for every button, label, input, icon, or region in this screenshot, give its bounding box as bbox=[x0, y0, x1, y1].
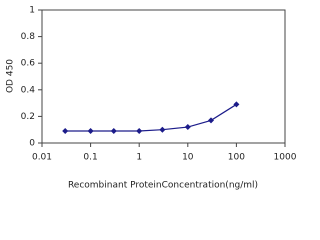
x-tick-label: 100 bbox=[228, 153, 245, 163]
y-tick-label: 0.2 bbox=[21, 112, 35, 122]
y-tick-label: 1 bbox=[29, 6, 35, 16]
data-point bbox=[207, 117, 214, 124]
data-point bbox=[159, 126, 166, 133]
data-point bbox=[233, 101, 240, 108]
x-axis-label: Recombinant ProteinConcentration(ng/ml) bbox=[68, 181, 258, 191]
x-tick-label: 10 bbox=[182, 153, 194, 163]
data-point bbox=[136, 128, 143, 135]
y-tick-label: 0.8 bbox=[21, 32, 36, 42]
data-point bbox=[87, 128, 94, 135]
y-tick-label: 0.6 bbox=[21, 59, 36, 69]
x-tick-label: 0.01 bbox=[32, 153, 52, 163]
y-tick-label: 0 bbox=[29, 139, 35, 149]
x-tick-label: 1000 bbox=[274, 153, 297, 163]
data-point bbox=[62, 128, 69, 135]
y-tick-label: 0.4 bbox=[21, 85, 36, 95]
x-tick-label: 1 bbox=[136, 153, 142, 163]
x-tick-label: 0.1 bbox=[83, 153, 97, 163]
chart: OD 450 Recombinant ProteinConcentration(… bbox=[6, 6, 297, 191]
series-line bbox=[65, 103, 237, 132]
y-axis-label: OD 450 bbox=[6, 59, 16, 93]
data-point bbox=[110, 128, 117, 135]
data-point bbox=[184, 124, 191, 131]
plot-frame bbox=[41, 9, 286, 144]
